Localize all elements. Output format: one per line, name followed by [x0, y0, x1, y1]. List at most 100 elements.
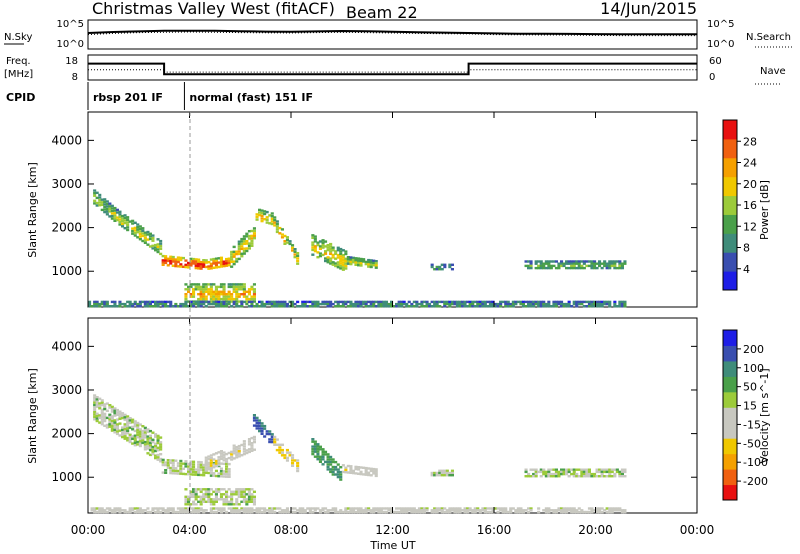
echo-cell [250, 510, 254, 514]
echo-cell [407, 300, 411, 304]
echo-cell [184, 297, 188, 301]
echo-cell [219, 452, 223, 455]
echo-cell [468, 300, 472, 304]
echo-cell [268, 507, 272, 510]
echo-cell [357, 468, 361, 471]
echo-cell [433, 471, 437, 475]
echo-cell [123, 509, 127, 512]
echo-cell [311, 507, 315, 510]
echo-cell [557, 507, 561, 510]
echo-cell [164, 300, 168, 304]
echo-cell [415, 305, 419, 308]
echo-cell [524, 305, 528, 308]
echo-cell [103, 210, 107, 214]
echo-cell [126, 439, 130, 442]
echo-cell [133, 425, 137, 428]
echo-cell [143, 440, 147, 444]
echo-cell [115, 507, 119, 510]
echo-cell [121, 217, 125, 220]
echo-cell [341, 305, 345, 308]
echo-cell [133, 221, 137, 224]
echo-cell [199, 488, 203, 491]
echo-cell [318, 455, 322, 458]
echo-cell [184, 498, 188, 501]
echo-cell [108, 423, 112, 426]
echo-cell [357, 509, 361, 512]
echo-cell [539, 470, 543, 474]
echo-cell [143, 231, 147, 234]
echo-cell [219, 455, 223, 458]
echo-cell [237, 452, 241, 455]
echo-cell [534, 300, 538, 304]
echo-cell [339, 466, 343, 469]
echo-cell [98, 193, 102, 197]
echo-cell [115, 509, 119, 512]
echo-cell [189, 264, 193, 267]
echo-cell [425, 300, 429, 304]
echo-cell [131, 302, 135, 306]
echo-cell [359, 305, 363, 308]
echo-cell [329, 245, 333, 248]
echo-cell [321, 463, 325, 466]
echo-cell [613, 472, 617, 476]
echo-cell [595, 305, 599, 308]
echo-cell [156, 300, 160, 304]
echo-cell [207, 302, 211, 306]
echo-cell [110, 419, 114, 423]
echo-cell [275, 230, 279, 234]
echo-cell [197, 463, 201, 466]
date-label: 14/Jun/2015 [600, 0, 697, 18]
echo-cell [524, 264, 528, 268]
echo-cell [143, 445, 147, 449]
echo-cell [250, 442, 254, 445]
echo-cell [219, 265, 223, 268]
echo-cell [105, 409, 109, 412]
echo-cell [567, 470, 571, 474]
echo-cell [265, 216, 269, 219]
echo-cell [98, 414, 102, 417]
echo-cell [577, 266, 581, 270]
echo-cell [217, 290, 221, 293]
echo-cell [98, 397, 102, 400]
echo-cell [247, 242, 251, 245]
echo-cell [105, 302, 109, 306]
echo-cell [250, 295, 254, 298]
echo-cell [311, 438, 315, 441]
echo-cell [341, 268, 345, 271]
echo-cell [232, 250, 236, 253]
echo-cell [93, 300, 97, 304]
echo-cell [532, 472, 536, 476]
echo-cell [207, 463, 211, 466]
echo-cell [270, 217, 274, 220]
echo-cell [369, 474, 373, 477]
echo-cell [232, 449, 236, 452]
echo-cell [326, 302, 330, 306]
echo-cell [435, 305, 439, 308]
echo-cell [582, 300, 586, 304]
echo-cell [222, 295, 226, 298]
echo-cell [222, 300, 226, 304]
echo-cell [156, 507, 160, 510]
echo-cell [433, 509, 437, 512]
echo-cell [519, 507, 523, 510]
echo-cell [509, 302, 513, 306]
echo-cell [118, 422, 122, 425]
echo-cell [113, 423, 117, 427]
echo-cell [283, 509, 287, 512]
echo-cell [369, 265, 373, 269]
echo-cell [402, 507, 406, 510]
echo-cell [169, 459, 173, 462]
echo-cell [98, 407, 102, 410]
echo-cell [516, 507, 520, 510]
echo-cell [189, 463, 193, 466]
echo-cell [240, 288, 244, 291]
echo-cell [554, 472, 558, 476]
echo-cell [242, 493, 246, 496]
echo-cell [339, 252, 343, 256]
echo-cell [179, 472, 183, 475]
echo-cell [552, 468, 556, 471]
echo-cell [326, 300, 330, 304]
echo-cell [136, 431, 140, 434]
echo-cell [529, 264, 533, 268]
echo-cell [138, 507, 142, 510]
